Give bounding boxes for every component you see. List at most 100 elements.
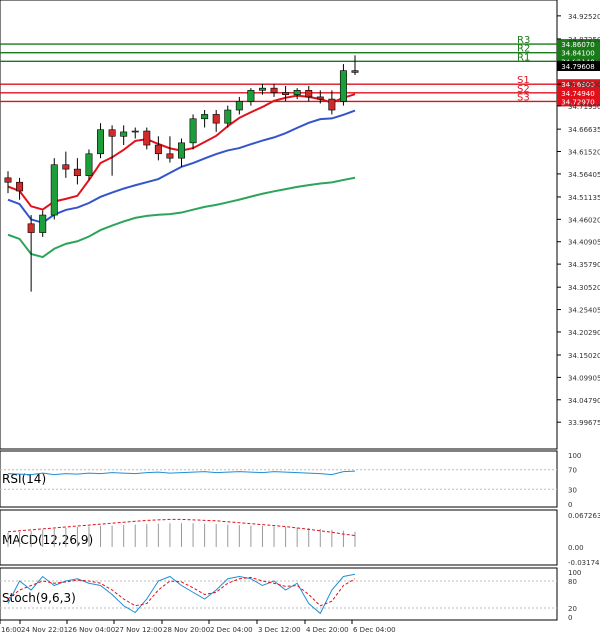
candle-down [212, 114, 220, 124]
macd-panel: MACD(12,26,9) 0.067263 0.00 -0.031746 [0, 509, 600, 567]
stoch-tick-label: 20 [568, 605, 577, 613]
level-name-r3: R3 [517, 35, 530, 46]
candle-up [97, 129, 105, 155]
rsi-label: RSI(14) [2, 472, 46, 486]
macd-tick-label: 0.067263 [568, 512, 600, 520]
rsi-tick-label: 70 [568, 467, 577, 475]
price-axis: 34.9252034.8725034.8214034.7690034.71950… [557, 13, 600, 427]
level-name-r1: R1 [517, 52, 530, 63]
level-name-s2: S2 [517, 84, 530, 95]
macd-histogram [7, 523, 356, 547]
candle-up [293, 90, 301, 96]
price-tick-label: 34.76900 [568, 81, 600, 89]
price-tick-label: 34.66635 [568, 126, 600, 134]
candle-down [166, 153, 174, 159]
level-price-r2: 34.84100 [561, 50, 594, 58]
stoch-d-line [7, 576, 356, 607]
stoch-tick-label: 0 [568, 614, 572, 622]
macd-signal-series [7, 518, 356, 537]
level-price-s1: 34.76900 [561, 81, 594, 89]
macd-tick-label: -0.031746 [568, 559, 600, 567]
rsi-line [7, 470, 356, 476]
level-name-s3: S3 [517, 92, 530, 103]
candle-down [4, 177, 12, 183]
candle-up [258, 87, 266, 91]
time-tick-label: 3 Dec 12:00 [258, 626, 301, 634]
candle-up [339, 70, 347, 102]
level-price-box-s1 [557, 79, 600, 90]
price-tick-label: 34.40905 [568, 239, 600, 247]
candle-down [73, 168, 81, 176]
time-axis: 16:00 24 Nov 22:01 26 Nov 04:00 27 Nov 12:0… [0, 620, 396, 634]
stoch-tick-label: 80 [568, 578, 577, 586]
candle-down [108, 129, 116, 137]
candle-up [178, 142, 185, 159]
candle-up [247, 90, 255, 102]
time-tick-label: 16:00 [1, 626, 21, 634]
time-tick-label: 27 Nov 12:00 [115, 626, 162, 634]
price-tick-label: 34.71950 [568, 103, 600, 111]
price-tick-label: 34.35790 [568, 261, 600, 269]
stoch-tick-label: 100 [568, 569, 581, 577]
time-tick-label: 24 Nov 22:01 [21, 626, 68, 634]
candle-down [316, 96, 324, 100]
candle-down [282, 92, 290, 96]
level-name-s1: S1 [517, 75, 530, 86]
level-name-r2: R2 [517, 44, 530, 55]
level-price-s2: 34.74940 [561, 90, 594, 98]
candle-up [85, 153, 93, 176]
support-resistance-levels: R334.86070R234.84100R134.82140S134.76900… [0, 35, 600, 107]
level-price-r3: 34.86070 [561, 41, 594, 49]
candle-down [27, 223, 35, 233]
price-tick-label: 34.04790 [568, 397, 600, 405]
candle-up [131, 130, 139, 133]
candle-down [328, 98, 336, 111]
rsi-series-line [7, 470, 356, 476]
price-tick-label: 34.92520 [568, 13, 600, 21]
price-tick-label: 34.61520 [568, 149, 600, 157]
rsi-panel: RSI(14) 100 70 30 0 [0, 450, 581, 509]
price-tick-label: 34.15020 [568, 352, 600, 360]
candle-down [270, 87, 278, 93]
rsi-tick-label: 30 [568, 486, 577, 494]
current-price-label: 34.79608 [561, 63, 594, 71]
main-price-panel: R334.86070R234.84100R134.82140S134.76900… [0, 0, 600, 450]
price-tick-label: 34.56405 [568, 171, 600, 179]
candle-up [235, 100, 243, 111]
price-tick-label: 34.30520 [568, 284, 600, 292]
candlesticks [4, 55, 359, 292]
stochastic-lines [7, 573, 356, 615]
candle-down [16, 181, 24, 192]
candle-down [143, 130, 151, 146]
stoch-label: Stoch(9,6,3) [2, 591, 76, 605]
rsi-tick-label: 0 [568, 501, 572, 509]
macd-tick-label: 0.00 [568, 544, 584, 552]
rsi-tick-label: 100 [568, 452, 581, 460]
level-price-box-r3 [557, 39, 600, 50]
current-price-marker: 34.79608 [557, 61, 600, 71]
macd-signal-line [7, 518, 356, 537]
level-price-box-r2 [557, 47, 600, 58]
price-tick-label: 34.87250 [568, 36, 600, 44]
candle-up [39, 214, 47, 233]
level-price-box-s2 [557, 87, 600, 98]
rsi-axis: 100 70 30 0 [0, 452, 581, 509]
candle-up [201, 114, 209, 120]
level-price-box-s3 [557, 96, 600, 107]
price-tick-label: 34.51135 [568, 194, 600, 202]
price-tick-label: 34.46020 [568, 216, 600, 224]
candle-up [120, 131, 128, 137]
price-tick-label: 34.25405 [568, 307, 600, 315]
price-tick-label: 33.99675 [568, 419, 600, 427]
ma-slow-line [7, 176, 356, 259]
candle-up [50, 164, 58, 216]
time-tick-label: 28 Nov 20:00 [163, 626, 210, 634]
time-tick-label: 4 Dec 20:00 [306, 626, 349, 634]
price-tick-label: 34.09905 [568, 374, 600, 382]
stoch-k-line [7, 573, 356, 615]
time-tick-label: 2 Dec 04:00 [210, 626, 253, 634]
time-tick-label: 26 Nov 04:00 [68, 626, 115, 634]
